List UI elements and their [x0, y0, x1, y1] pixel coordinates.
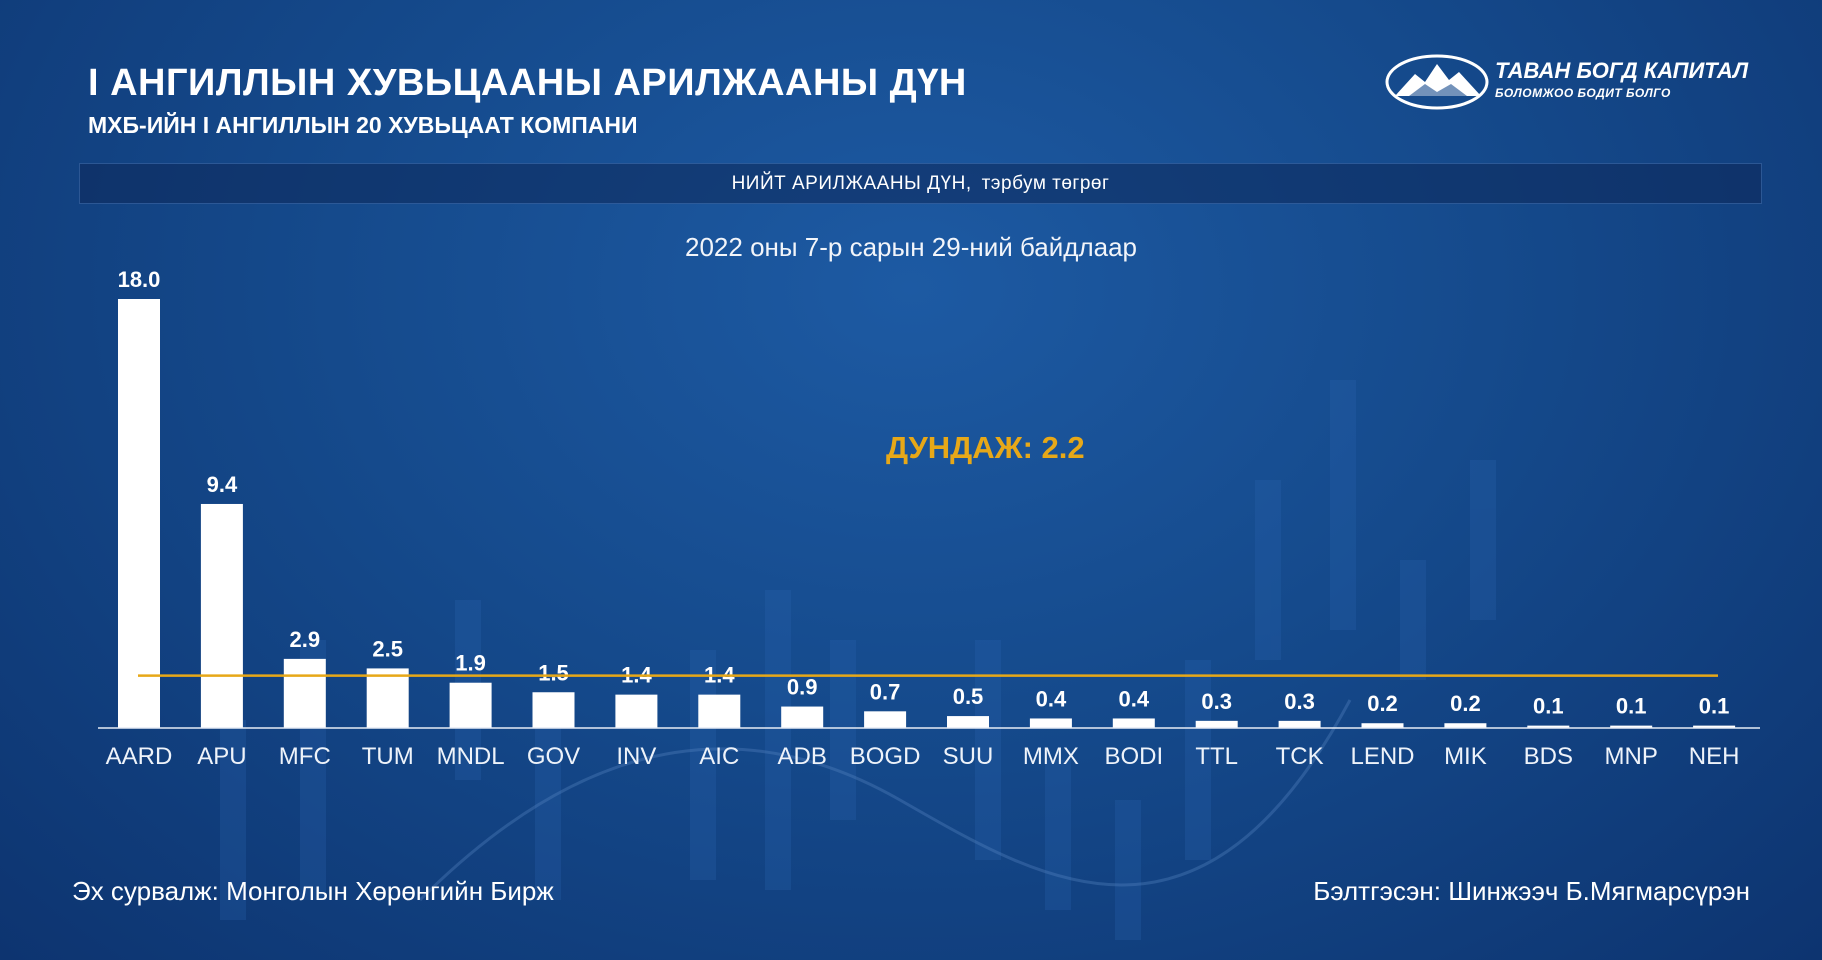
average-label: ДУНДАЖ: 2.2 [886, 430, 1085, 465]
x-tick-tum: TUM [362, 743, 414, 770]
bar-mmx [1029, 718, 1072, 728]
chart-title: I АНГИЛЛЫН ХУВЬЦААНЫ АРИЛЖААНЫ ДҮН [88, 62, 967, 104]
data-label-mnp: 0.1 [1616, 694, 1647, 719]
x-tick-mik: MIK [1444, 743, 1487, 770]
bar-bds [1527, 725, 1570, 728]
data-label-suu: 0.5 [953, 684, 984, 709]
data-label-lend: 0.2 [1367, 691, 1398, 716]
data-label-ttl: 0.3 [1201, 689, 1232, 714]
x-tick-lend: LEND [1350, 743, 1414, 770]
mountain-logo-icon [1385, 54, 1489, 110]
data-label-mfc: 2.9 [290, 627, 321, 652]
x-tick-tck: TCK [1276, 743, 1324, 770]
logo-name: ТАВАН БОГД КАПИТАЛ [1495, 58, 1749, 83]
data-label-mndl: 1.9 [455, 651, 486, 676]
data-label-neh: 0.1 [1699, 694, 1730, 719]
bar-gov [532, 692, 575, 728]
bar-inv [615, 694, 658, 728]
bar-tum [366, 668, 409, 728]
x-tick-mndl: MNDL [437, 743, 505, 770]
data-label-tck: 0.3 [1284, 689, 1315, 714]
bar-aard [118, 299, 160, 728]
x-tick-aard: AARD [106, 743, 173, 770]
bar-suu [947, 716, 989, 728]
x-tick-mfc: MFC [279, 743, 331, 770]
data-label-mik: 0.2 [1450, 691, 1481, 716]
x-tick-ttl: TTL [1195, 743, 1238, 770]
bars-layer: 18.0AARD9.4APU2.9MFC2.5TUM1.9MNDL1.5GOV1… [106, 267, 1740, 770]
banner-unit: тэрбум төгрөг [981, 172, 1110, 194]
x-tick-mnp: MNP [1605, 743, 1658, 770]
chart-subtitle: МХБ-ИЙН I АНГИЛЛЫН 20 ХУВЬЦААТ КОМПАНИ [88, 112, 638, 138]
data-label-gov: 1.5 [538, 660, 569, 685]
banner-label: НИЙТ АРИЛЖААНЫ ДҮН, [731, 172, 972, 194]
x-tick-bds: BDS [1524, 743, 1573, 770]
bar-adb [781, 706, 824, 728]
x-tick-aic: AIC [699, 743, 739, 770]
data-label-tum: 2.5 [372, 636, 403, 661]
x-tick-mmx: MMX [1023, 743, 1079, 770]
bar-mnp [1610, 725, 1653, 728]
author-note: Бэлтгэсэн: Шинжээч Б.Мягмарсүрэн [1313, 876, 1750, 906]
bar-mndl [449, 682, 492, 728]
bar-apu [200, 503, 243, 728]
x-tick-gov: GOV [527, 743, 580, 770]
data-label-adb: 0.9 [787, 675, 818, 700]
x-tick-bogd: BOGD [850, 743, 921, 770]
bar-bogd [864, 711, 907, 728]
x-tick-bodi: BODI [1104, 743, 1163, 770]
date-label: 2022 оны 7-р сарын 29-ний байдлаар [685, 232, 1137, 262]
data-label-mmx: 0.4 [1036, 686, 1067, 711]
bar-tck [1278, 720, 1321, 728]
x-tick-adb: ADB [778, 743, 827, 770]
bar-ttl [1195, 720, 1238, 728]
company-logo: ТАВАН БОГД КАПИТАЛ БОЛОМЖОО БОДИТ БОЛГО [1385, 52, 1755, 112]
bar-lend [1361, 723, 1404, 728]
x-tick-suu: SUU [943, 743, 994, 770]
data-label-aard: 18.0 [118, 267, 161, 292]
bar-aic [698, 694, 741, 728]
data-label-apu: 9.4 [207, 472, 238, 497]
metric-banner: НИЙТ АРИЛЖААНЫ ДҮН, тэрбум төгрөг [79, 163, 1762, 204]
source-note: Эх сурвалж: Монголын Хөрөнгийн Бирж [72, 876, 554, 906]
logo-tagline: БОЛОМЖОО БОДИТ БОЛГО [1495, 86, 1671, 100]
bar-neh [1693, 725, 1736, 728]
x-tick-neh: NEH [1689, 743, 1740, 770]
bar-mfc [283, 658, 326, 728]
x-tick-apu: APU [197, 743, 246, 770]
data-label-bodi: 0.4 [1119, 686, 1150, 711]
bar-bodi [1112, 718, 1155, 728]
x-tick-inv: INV [616, 743, 656, 770]
data-label-bds: 0.1 [1533, 694, 1564, 719]
data-label-bogd: 0.7 [870, 679, 901, 704]
bar-mik [1444, 723, 1487, 728]
